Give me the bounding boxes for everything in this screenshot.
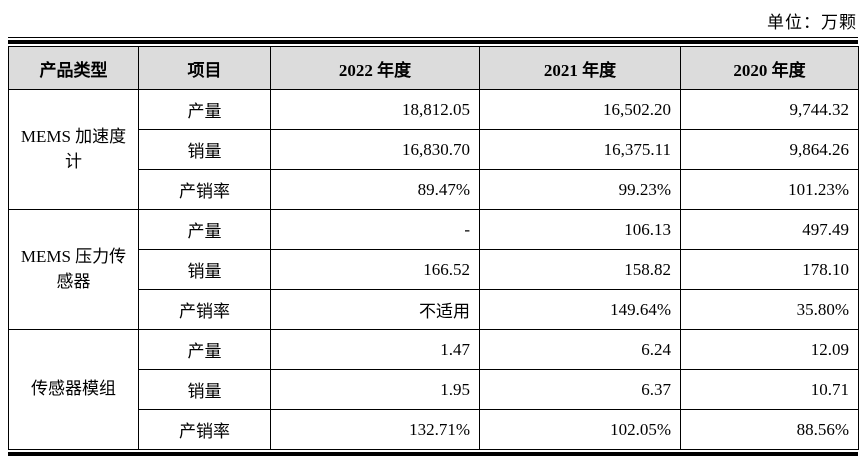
value-cell-2020: 9,864.26 (680, 129, 859, 170)
header-row: 产品类型 项目 2022 年度 2021 年度 2020 年度 (8, 46, 859, 90)
production-sales-table-frame: 产品类型 项目 2022 年度 2021 年度 2020 年度 MEMS 加速度… (8, 37, 859, 456)
table-top-thick-rule (8, 40, 858, 44)
item-label-cell: 销量 (138, 129, 271, 170)
table-top-thin-rule (8, 37, 858, 38)
table-row: MEMS 压力传感器 产量 - 106.13 497.49 (8, 209, 859, 330)
value-cell-2022: 16,830.70 (270, 129, 480, 170)
production-sales-table: 产品类型 项目 2022 年度 2021 年度 2020 年度 MEMS 加速度… (8, 46, 859, 450)
value-cell-2022: 1.95 (270, 369, 480, 410)
table-row: 产销率 89.47% 99.23% 101.23% (9, 169, 859, 210)
table-bottom-thick-rule (8, 452, 858, 456)
value-cell-2020: 9,744.32 (680, 89, 859, 130)
item-label-cell: 销量 (138, 369, 271, 410)
value-cell-2021: 106.13 (479, 209, 681, 250)
table-row: 销量 16,830.70 16,375.11 9,864.26 (9, 129, 859, 170)
value-cell-2021: 16,502.20 (479, 89, 681, 130)
col-header-2021: 2021 年度 (479, 46, 681, 90)
value-cell-2021: 158.82 (479, 249, 681, 290)
value-cell-2022: 18,812.05 (270, 89, 480, 130)
value-cell-2020: 12.09 (680, 329, 859, 370)
product-name-cell: MEMS 加速度计 (8, 89, 139, 210)
product-name-cell: MEMS 压力传感器 (8, 209, 139, 330)
item-label-cell: 销量 (138, 249, 271, 290)
value-cell-2021: 149.64% (479, 289, 681, 330)
item-label-cell: 产量 (138, 329, 271, 370)
value-cell-2022: 不适用 (270, 289, 480, 330)
value-cell-2020: 10.71 (680, 369, 859, 410)
product-name-cell: 传感器模组 (8, 329, 139, 450)
unit-label: 单位：万颗 (767, 13, 857, 32)
value-cell-2020: 35.80% (680, 289, 859, 330)
col-header-item: 项目 (138, 46, 271, 90)
value-cell-2021: 16,375.11 (479, 129, 681, 170)
item-label-cell: 产销率 (138, 409, 271, 450)
col-header-2022: 2022 年度 (270, 46, 480, 90)
table-row: 销量 166.52 158.82 178.10 (9, 249, 859, 290)
table-row: 产销率 132.71% 102.05% 88.56% (9, 409, 859, 450)
value-cell-2021: 99.23% (479, 169, 681, 210)
value-cell-2021: 6.24 (479, 329, 681, 370)
col-header-2020: 2020 年度 (680, 46, 859, 90)
value-cell-2022: 1.47 (270, 329, 480, 370)
item-label-cell: 产量 (138, 209, 271, 250)
value-cell-2020: 178.10 (680, 249, 859, 290)
table-row: 产销率 不适用 149.64% 35.80% (9, 289, 859, 330)
value-cell-2021: 6.37 (479, 369, 681, 410)
item-label-cell: 产销率 (138, 169, 271, 210)
value-cell-2022: 89.47% (270, 169, 480, 210)
value-cell-2022: 132.71% (270, 409, 480, 450)
value-cell-2020: 88.56% (680, 409, 859, 450)
table-row: MEMS 加速度计 产量 18,812.05 16,502.20 9,744.3… (8, 89, 859, 210)
value-cell-2022: - (270, 209, 480, 250)
item-label-cell: 产销率 (138, 289, 271, 330)
table-row: 销量 1.95 6.37 10.71 (9, 369, 859, 410)
table-row: 传感器模组 产量 1.47 6.24 12.09 (8, 329, 859, 450)
value-cell-2020: 497.49 (680, 209, 859, 250)
value-cell-2020: 101.23% (680, 169, 859, 210)
value-cell-2022: 166.52 (270, 249, 480, 290)
col-header-product-type: 产品类型 (8, 46, 139, 90)
item-label-cell: 产量 (138, 89, 271, 130)
value-cell-2021: 102.05% (479, 409, 681, 450)
